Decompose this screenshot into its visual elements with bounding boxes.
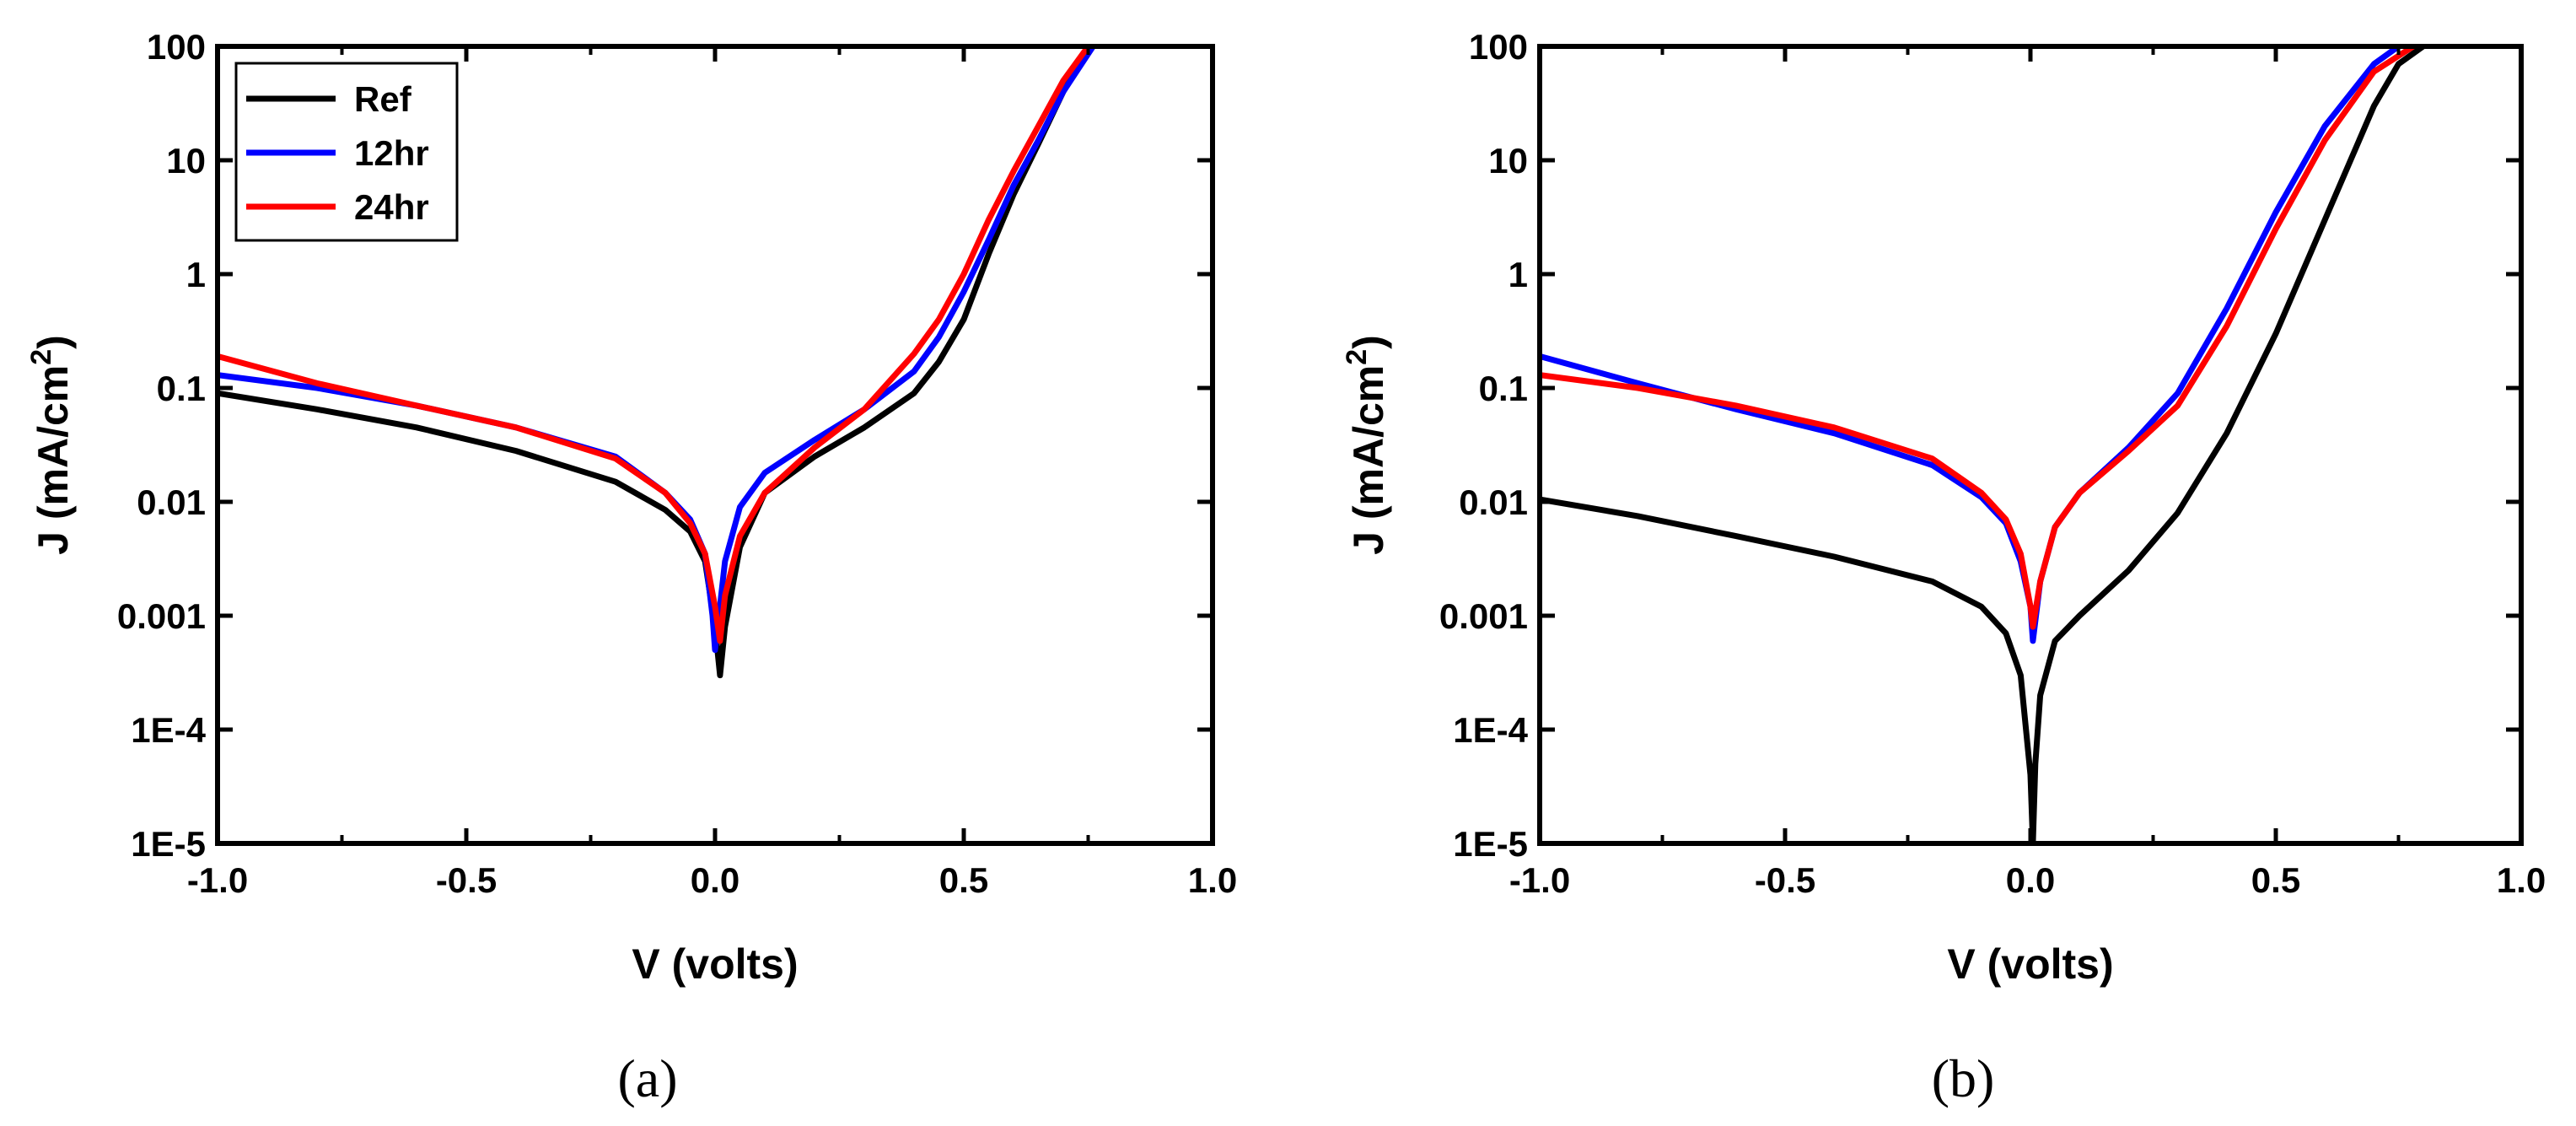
- x-tick-label: -0.5: [436, 860, 497, 900]
- y-axis-label-main: J (mA/cm: [30, 365, 77, 555]
- y-tick-label: 0.1: [1479, 369, 1528, 408]
- legend: Ref 12hr 24hr: [234, 62, 459, 242]
- panel-label: (b): [1932, 1048, 1995, 1108]
- y-tick-label: 0.01: [1459, 482, 1528, 522]
- x-tick-label: 0.0: [2006, 860, 2055, 900]
- y-axis-label-close: ): [30, 335, 77, 349]
- plot-frame: [1537, 44, 2524, 846]
- legend-label-24hr: 24hr: [354, 187, 429, 227]
- series-line-24hr: [1540, 46, 2417, 630]
- y-tick-label: 0.1: [157, 369, 206, 408]
- chart-panel-b: -1.0 -0.5 0.0 0.5 1.0 1E-5 1E-4 0.001 0.01 0.1 1 10…: [1341, 27, 2546, 1108]
- y-tick-label: 0.001: [1439, 596, 1528, 636]
- y-axis-label: J (mA/cm2): [1341, 335, 1392, 555]
- y-tick-label: 1: [1508, 255, 1528, 294]
- y-tick-label: 1E-4: [1453, 710, 1528, 750]
- y-tick-label: 100: [147, 27, 206, 67]
- y-axis-label-close: ): [1345, 335, 1392, 349]
- legend-label-ref: Ref: [354, 79, 412, 119]
- y-axis-label-superscript: 2: [1341, 349, 1373, 365]
- y-axis-label: J (mA/cm2): [25, 335, 77, 555]
- y-tick-label: 0.01: [137, 482, 206, 522]
- y-tick-label: 100: [1469, 27, 1528, 67]
- y-tick-label: 1E-5: [1453, 824, 1528, 864]
- x-tick-label: -1.0: [187, 860, 248, 900]
- x-tick-label: 1.0: [2497, 860, 2546, 900]
- y-tick-label: 10: [166, 141, 206, 180]
- x-tick-label: -1.0: [1509, 860, 1570, 900]
- y-tick-label: 0.001: [117, 596, 206, 636]
- y-axis-label-main: J (mA/cm: [1345, 365, 1392, 555]
- x-tick-label: 1.0: [1188, 860, 1237, 900]
- chart-panel-a: -1.0 -0.5 0.0 0.5 1.0 1E-5 1E-4 0.001 0.01 0.1 1 10…: [25, 27, 1237, 1108]
- series-line-ref: [1540, 46, 2427, 843]
- y-tick-label: 1E-5: [131, 824, 206, 864]
- x-axis-label: V (volts): [1947, 940, 2113, 988]
- x-tick-label: 0.0: [691, 860, 739, 900]
- x-tick-label: 0.5: [2251, 860, 2300, 900]
- y-tick-label: 10: [1488, 141, 1528, 180]
- x-tick-label: -0.5: [1755, 860, 1815, 900]
- y-tick-label: 1: [186, 255, 206, 294]
- y-tick-label: 1E-4: [131, 710, 206, 750]
- series-line-24hr: [218, 46, 1091, 644]
- x-tick-label: 0.5: [939, 860, 988, 900]
- y-axis-label-superscript: 2: [25, 349, 57, 365]
- legend-label-12hr: 12hr: [354, 133, 429, 173]
- x-axis-label: V (volts): [632, 940, 798, 988]
- panel-label: (a): [617, 1048, 677, 1108]
